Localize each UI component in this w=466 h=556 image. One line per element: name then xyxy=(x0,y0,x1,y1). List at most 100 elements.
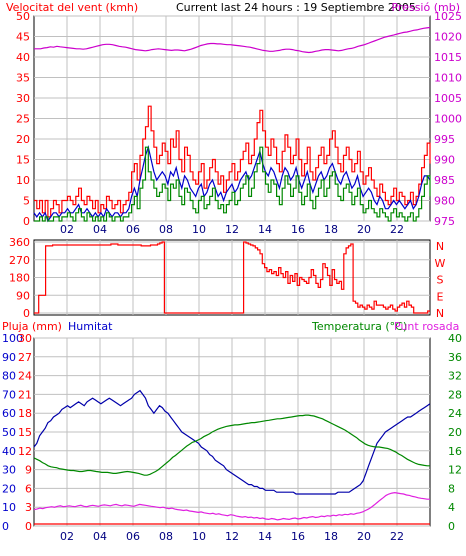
pressure-y-tick-label: 1010 xyxy=(434,72,462,85)
compass-label: E xyxy=(437,290,444,303)
x-tick-label: 04 xyxy=(93,223,107,236)
wind-speed-title: Velocitat del vent (kmh) xyxy=(6,1,138,14)
temperature-y-tick-label: 20 xyxy=(448,426,462,439)
pressure-y-tick-label: 1015 xyxy=(434,51,462,64)
humidity-y-tick-label: 70 xyxy=(2,388,16,401)
rain-y-tick-label: 15 xyxy=(18,426,32,439)
pressure-y-tick-label: 980 xyxy=(434,195,455,208)
humidity-temperature-grid xyxy=(34,337,430,527)
direction-y-tick-label: 0 xyxy=(23,307,30,320)
rain-y-tick-label: 0 xyxy=(25,520,32,533)
wind-y-tick-label: 45 xyxy=(16,31,30,44)
pressure-y-tick-label: 995 xyxy=(434,133,455,146)
rain-y-tick-label: 24 xyxy=(18,370,32,383)
wind-y-tick-label: 5 xyxy=(23,195,30,208)
humidity-y-tick-label: 100 xyxy=(2,332,23,345)
x-tick-label: 22 xyxy=(390,530,404,543)
direction-y-tick-label: 270 xyxy=(9,254,30,267)
rain-y-tick-label: 9 xyxy=(25,464,32,477)
wind-y-tick-label: 10 xyxy=(16,174,30,187)
humidity-temperature-ticks: 0102030405060708090100036912151821242730… xyxy=(2,332,462,543)
humidity-temperature-chart: 0102030405060708090100036912151821242730… xyxy=(2,320,462,543)
pressure-y-tick-label: 1025 xyxy=(434,10,462,23)
x-tick-label: 12 xyxy=(225,223,239,236)
rain-title: Pluja (mm) xyxy=(2,320,62,333)
temperature-y-tick-label: 12 xyxy=(448,464,462,477)
humidity-y-tick-label: 20 xyxy=(2,482,16,495)
pressure-y-tick-label: 985 xyxy=(434,174,455,187)
temperature-y-tick-label: 16 xyxy=(448,445,462,458)
x-tick-label: 16 xyxy=(291,223,305,236)
direction-y-tick-label: 90 xyxy=(16,289,30,302)
wind-pressure-ticks: 0510152025303540455097598098599099510001… xyxy=(16,10,462,236)
wind-y-tick-label: 15 xyxy=(16,154,30,167)
temperature-y-tick-label: 4 xyxy=(448,501,455,514)
rain-y-tick-label: 12 xyxy=(18,445,32,458)
wind-y-tick-label: 20 xyxy=(16,133,30,146)
x-tick-label: 22 xyxy=(390,223,404,236)
x-tick-label: 12 xyxy=(225,530,239,543)
wind_direction-line xyxy=(34,241,430,314)
pressure-y-tick-label: 1020 xyxy=(434,31,462,44)
humidity-y-tick-label: 0 xyxy=(2,520,9,533)
dewpoint-line xyxy=(33,491,430,521)
humidity-y-tick-label: 50 xyxy=(2,426,16,439)
compass-label: N xyxy=(436,307,444,320)
x-tick-label: 14 xyxy=(258,223,272,236)
humidity-title: Humitat xyxy=(68,320,113,333)
x-tick-label: 18 xyxy=(324,223,338,236)
humidity-y-tick-label: 80 xyxy=(2,370,16,383)
wind-pressure-series xyxy=(33,26,431,223)
rain-y-tick-label: 3 xyxy=(25,501,32,514)
wind_gust-line xyxy=(34,105,431,218)
dewpoint-title: Punt rosada xyxy=(394,320,459,333)
x-tick-label: 10 xyxy=(192,223,206,236)
temperature-title: Temperatura (°C) xyxy=(311,320,407,333)
humidity-y-tick-label: 60 xyxy=(2,407,16,420)
x-tick-label: 10 xyxy=(192,530,206,543)
rain-y-tick-label: 27 xyxy=(18,351,32,364)
x-tick-label: 16 xyxy=(291,530,305,543)
x-tick-label: 20 xyxy=(357,530,371,543)
rain-y-tick-label: 6 xyxy=(25,482,32,495)
compass-label: W xyxy=(435,257,446,270)
direction-y-tick-label: 180 xyxy=(9,272,30,285)
temperature-line xyxy=(33,414,430,476)
rain-y-tick-label: 18 xyxy=(18,407,32,420)
humidity-y-tick-label: 90 xyxy=(2,351,16,364)
x-tick-label: 02 xyxy=(60,223,74,236)
x-tick-label: 02 xyxy=(60,530,74,543)
pressure-line xyxy=(34,26,431,54)
wind_avg-line xyxy=(33,145,431,223)
direction-y-tick-label: 360 xyxy=(9,236,30,249)
x-tick-label: 18 xyxy=(324,530,338,543)
x-tick-label: 06 xyxy=(126,223,140,236)
temperature-y-tick-label: 40 xyxy=(448,332,462,345)
x-tick-label: 08 xyxy=(159,223,173,236)
humidity-line xyxy=(33,389,431,495)
x-tick-label: 20 xyxy=(357,223,371,236)
temperature-y-tick-label: 24 xyxy=(448,407,462,420)
wind-direction-series xyxy=(34,241,430,314)
wind-pressure-chart: 0510152025303540455097598098599099510001… xyxy=(6,1,462,236)
temperature-y-tick-label: 28 xyxy=(448,388,462,401)
pressure-y-tick-label: 975 xyxy=(434,215,455,228)
rain-y-tick-label: 30 xyxy=(18,332,32,345)
wind-y-tick-label: 25 xyxy=(16,113,30,126)
compass-label: N xyxy=(436,240,444,253)
temperature-y-tick-label: 36 xyxy=(448,351,462,364)
wind-y-tick-label: 0 xyxy=(23,215,30,228)
wind-y-tick-label: 50 xyxy=(16,10,30,23)
wind-y-tick-label: 40 xyxy=(16,51,30,64)
x-tick-label: 04 xyxy=(93,530,107,543)
wind-y-tick-label: 30 xyxy=(16,92,30,105)
x-tick-label: 06 xyxy=(126,530,140,543)
wind_min-line xyxy=(34,146,431,222)
x-tick-label: 14 xyxy=(258,530,272,543)
x-tick-label: 08 xyxy=(159,530,173,543)
temperature-y-tick-label: 0 xyxy=(448,520,455,533)
humidity-y-tick-label: 30 xyxy=(2,464,16,477)
